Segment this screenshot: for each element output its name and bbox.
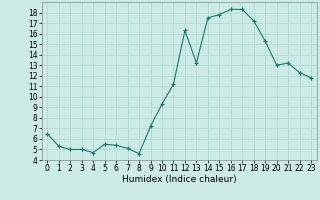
X-axis label: Humidex (Indice chaleur): Humidex (Indice chaleur) bbox=[122, 175, 236, 184]
